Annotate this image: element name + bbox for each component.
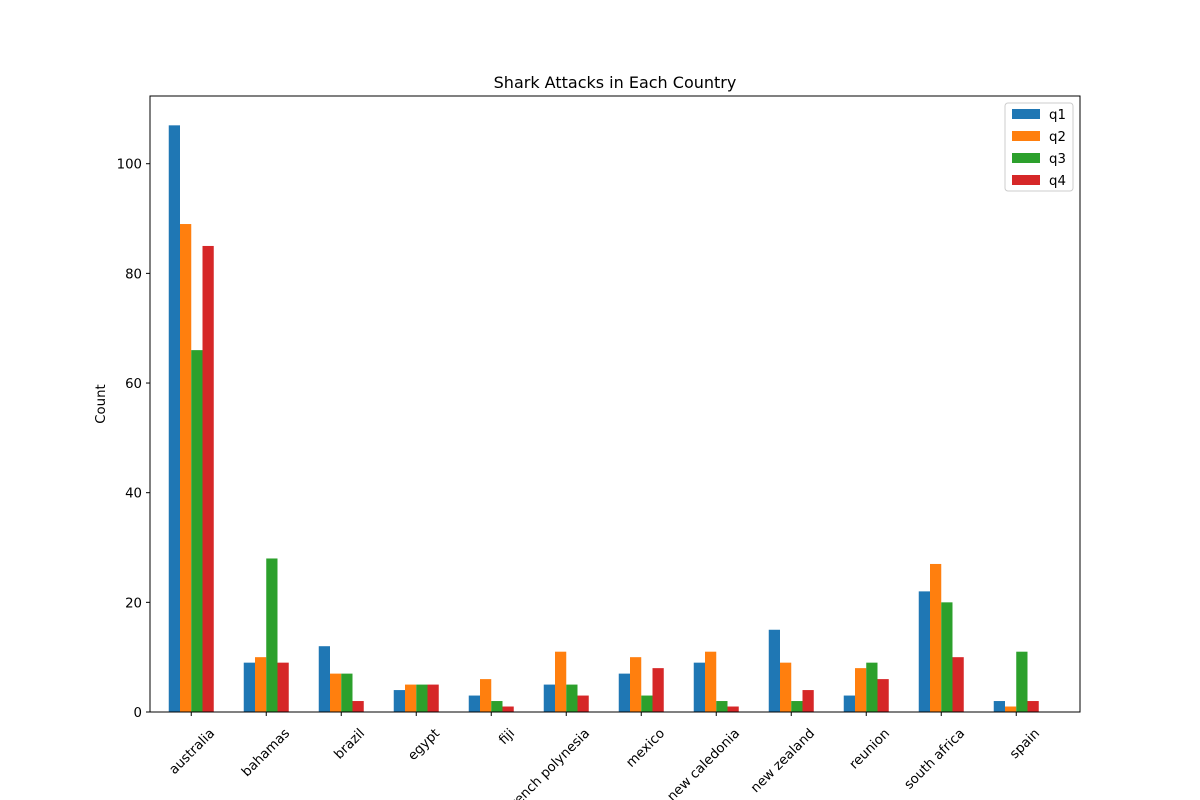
bar-q2-brazil [330, 673, 342, 712]
bar-q2-south-africa [930, 563, 942, 712]
bar-q1-brazil [318, 646, 330, 712]
bar-q3-new-caledonia [716, 701, 728, 712]
bar-q4-south-africa [952, 657, 964, 712]
bar-q3-egypt [416, 684, 428, 712]
bar-q3-new-zealand [791, 701, 803, 712]
y-tick-label: 40 [125, 487, 142, 502]
bar-q4-new-zealand [802, 690, 814, 712]
bar-q1-mexico [618, 673, 630, 712]
bar-q4-french-polynesia [577, 695, 589, 712]
legend-swatch-q2 [1012, 131, 1040, 141]
bar-q2-fiji [480, 679, 492, 712]
y-tick-label: 20 [125, 596, 142, 611]
bar-q4-new-caledonia [727, 706, 739, 712]
bar-q1-australia [168, 125, 180, 713]
bar-q2-new-caledonia [705, 651, 717, 712]
bar-q4-spain [1027, 701, 1039, 712]
bar-q3-south-africa [941, 602, 953, 712]
bar-q3-french-polynesia [566, 684, 578, 712]
bar-q3-spain [1016, 651, 1028, 712]
bar-q4-reunion [877, 679, 889, 712]
legend-swatch-q3 [1012, 153, 1040, 163]
bar-q3-reunion [866, 662, 878, 712]
bar-q3-brazil [341, 673, 353, 712]
legend-label-q1: q1 [1049, 108, 1066, 123]
bars-layer [168, 125, 1039, 713]
bar-q1-south-africa [918, 591, 930, 712]
legend: q1 q2 q3 q4 [1004, 102, 1074, 192]
y-tick-label: 80 [125, 267, 142, 282]
bar-q2-spain [1005, 706, 1017, 712]
bar-q2-reunion [855, 668, 867, 712]
bar-q2-egypt [405, 684, 417, 712]
bar-q3-australia [191, 350, 203, 712]
bar-q3-fiji [491, 701, 503, 712]
bar-q2-french-polynesia [555, 651, 567, 712]
y-tick-label: 0 [134, 706, 142, 721]
y-tick-label: 100 [117, 158, 142, 173]
legend-frame [1004, 102, 1074, 192]
bar-q2-new-zealand [780, 662, 792, 712]
bar-q2-australia [180, 224, 192, 713]
bar-q1-spain [993, 701, 1005, 712]
bar-q4-brazil [352, 701, 364, 712]
bar-q4-bahamas [277, 662, 289, 712]
bar-q4-egypt [427, 684, 439, 712]
legend-swatch-q1 [1012, 109, 1040, 119]
bar-q1-bahamas [243, 662, 255, 712]
legend-swatch-q4 [1012, 175, 1040, 185]
bar-q1-reunion [843, 695, 855, 712]
bar-q4-fiji [502, 706, 514, 712]
legend-label-q2: q2 [1049, 130, 1066, 145]
bar-q2-mexico [630, 657, 642, 712]
bar-q4-mexico [652, 668, 664, 712]
bar-q1-new-caledonia [693, 662, 705, 712]
bar-q1-french-polynesia [543, 684, 555, 712]
bar-q1-egypt [393, 690, 405, 712]
y-axis-label: Count [94, 384, 109, 424]
bar-q1-fiji [468, 695, 480, 712]
bar-q4-australia [202, 245, 214, 712]
bar-q2-bahamas [255, 657, 267, 712]
y-axis: 0 20 40 60 80 100 [117, 158, 150, 721]
bar-q1-new-zealand [768, 629, 780, 712]
chart-title: Shark Attacks in Each Country [494, 73, 737, 92]
legend-label-q3: q3 [1049, 152, 1066, 167]
bar-q3-bahamas [266, 558, 278, 712]
bar-q3-mexico [641, 695, 653, 712]
plot-frame [149, 95, 1081, 713]
y-tick-label: 60 [125, 377, 142, 392]
legend-label-q4: q4 [1049, 174, 1066, 189]
